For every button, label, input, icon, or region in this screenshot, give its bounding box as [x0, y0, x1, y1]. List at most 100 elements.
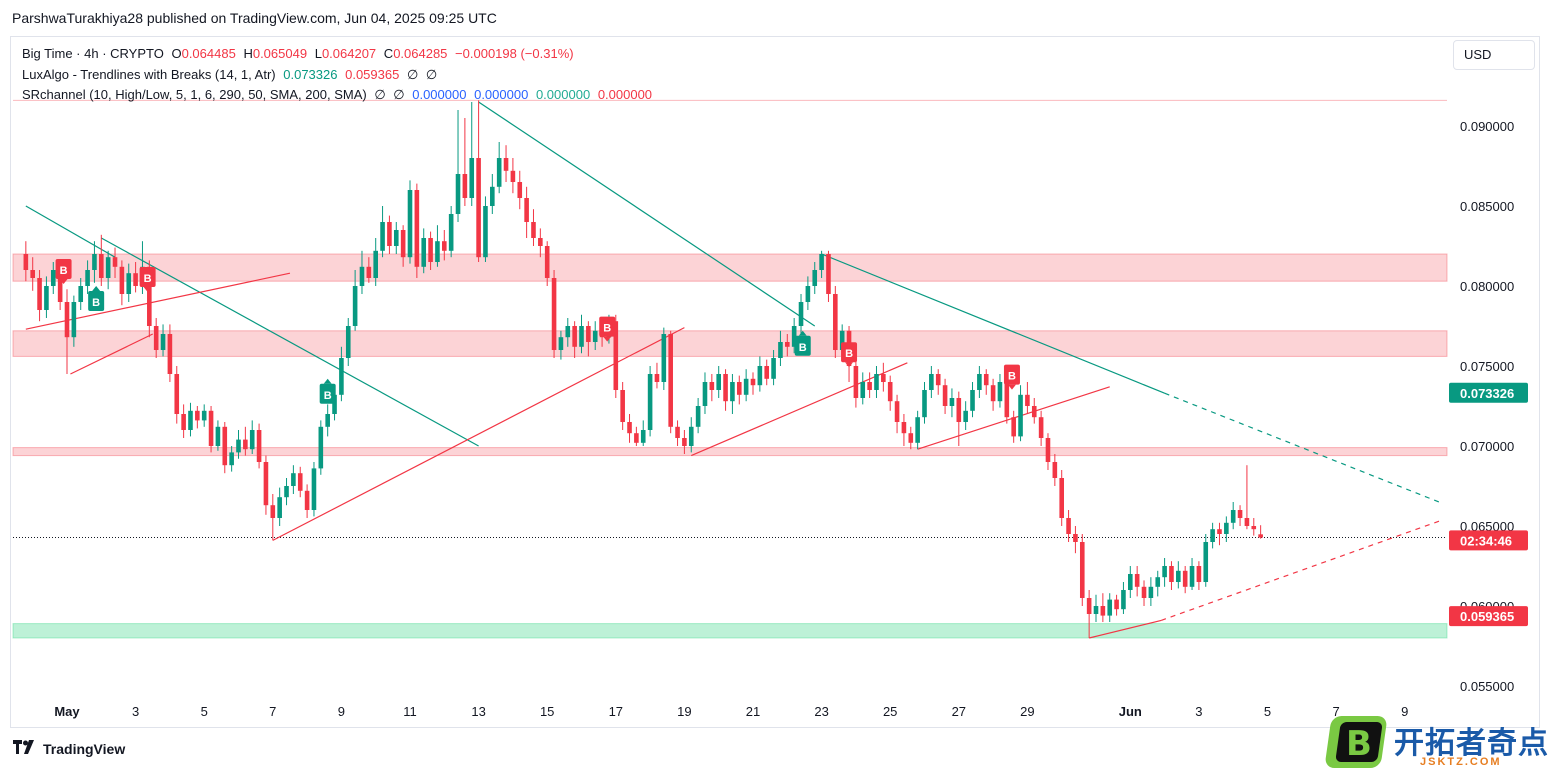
- candle: [462, 118, 468, 206]
- candle: [579, 314, 584, 354]
- candle: [153, 318, 159, 358]
- candle-body: [215, 426, 221, 446]
- candle-body: [291, 473, 296, 486]
- candle: [476, 100, 481, 262]
- candle-body: [448, 214, 454, 251]
- candle-body: [1093, 606, 1099, 614]
- candle-body: [325, 414, 330, 427]
- currency-button[interactable]: USD: [1453, 40, 1535, 70]
- candle-body: [517, 182, 523, 198]
- candle: [92, 241, 97, 283]
- candle-body: [442, 241, 447, 251]
- candle-body: [1121, 590, 1126, 610]
- candle: [668, 330, 673, 434]
- candle-body: [538, 238, 543, 246]
- y-tick-label: 0.085000: [1460, 199, 1514, 214]
- signal-text: B: [1008, 371, 1016, 383]
- candle-body: [188, 410, 193, 430]
- candle-body: [1148, 586, 1154, 598]
- candle: [517, 170, 523, 210]
- candle: [620, 382, 625, 430]
- indicator-name[interactable]: SRchannel (10, High/Low, 5, 1, 6, 290, 5…: [22, 87, 367, 102]
- x-tick-label: 15: [540, 704, 554, 719]
- candle-body: [970, 390, 975, 411]
- bullish-break-label: B: [319, 378, 336, 404]
- green-sr-zone: [12, 623, 1448, 639]
- signal-text: B: [603, 323, 611, 335]
- candle: [675, 420, 680, 446]
- indicator-value: 0.059365: [345, 66, 400, 82]
- candle: [1079, 534, 1085, 606]
- signal-text: B: [845, 348, 853, 360]
- candle-body: [133, 273, 138, 286]
- candles: [23, 100, 1263, 638]
- candle: [1237, 505, 1243, 526]
- candle-body: [551, 278, 557, 350]
- candle: [627, 414, 632, 443]
- indicator-name[interactable]: LuxAlgo - Trendlines with Breaks (14, 1,…: [22, 66, 276, 82]
- candle-body: [613, 321, 619, 390]
- candle-body: [304, 490, 310, 510]
- candle-body: [476, 158, 481, 258]
- x-tick-label: 5: [1264, 704, 1271, 719]
- candle-body: [496, 158, 502, 187]
- candle: [1203, 534, 1209, 587]
- candle: [1025, 382, 1030, 414]
- legend-symbol-row[interactable]: Big Time · 4h · CRYPTO O0.064485 H0.0650…: [22, 44, 656, 65]
- candle: [1114, 594, 1119, 616]
- low-value: 0.064207: [321, 46, 377, 61]
- indicator-value: 0.000000: [474, 87, 529, 102]
- legend-indicator-srchannel[interactable]: SRchannel (10, High/Low, 5, 1, 6, 290, 5…: [22, 85, 656, 106]
- candle-body: [1155, 577, 1161, 587]
- x-tick-label: 3: [132, 704, 139, 719]
- legend-indicator-luxalgo[interactable]: LuxAlgo - Trendlines with Breaks (14, 1,…: [22, 65, 656, 86]
- x-tick-label: 19: [677, 704, 691, 719]
- candle-body: [1182, 570, 1188, 587]
- candle: [167, 324, 173, 382]
- signal-pointer: [603, 336, 612, 342]
- red-trendline: [70, 333, 154, 375]
- candle: [71, 295, 77, 347]
- signal-badge: [841, 342, 858, 363]
- indicator-value: 0.000000: [597, 87, 653, 102]
- candle: [339, 346, 344, 402]
- candle: [833, 286, 838, 358]
- candle: [572, 321, 577, 358]
- candle: [798, 294, 804, 334]
- candle-body: [853, 366, 859, 398]
- candle: [270, 494, 276, 541]
- candle-body: [716, 374, 721, 390]
- axis-price-label-text: 02:34:46: [1460, 533, 1512, 548]
- candle: [380, 206, 385, 258]
- candle: [929, 366, 934, 398]
- candle-body: [332, 394, 337, 414]
- signal-text: B: [92, 297, 100, 309]
- candle: [860, 372, 866, 405]
- candle-body: [510, 170, 516, 182]
- signal-text: B: [324, 390, 332, 402]
- tradingview-logo[interactable]: TradingView: [13, 740, 125, 757]
- candle: [510, 158, 516, 194]
- bearish-break-label: B: [841, 342, 858, 368]
- candle-body: [92, 254, 97, 270]
- candle: [297, 466, 303, 498]
- candle-body: [297, 473, 303, 491]
- candle: [1107, 593, 1113, 622]
- candle-body: [1189, 566, 1195, 587]
- candle: [243, 426, 248, 456]
- indicator-value: ∅: [406, 66, 419, 82]
- candle-body: [640, 430, 646, 443]
- candle: [1244, 465, 1250, 530]
- signal-pointer: [798, 330, 807, 336]
- candle-body: [387, 222, 392, 246]
- candle-body: [1203, 542, 1209, 582]
- candle-body: [243, 439, 248, 450]
- candle-body: [1224, 522, 1229, 534]
- candle-body: [112, 257, 118, 267]
- symbol-name[interactable]: Big Time · 4h · CRYPTO: [22, 46, 164, 61]
- candle-body: [153, 326, 159, 350]
- candle-body: [1025, 394, 1030, 406]
- candle-body: [723, 374, 728, 402]
- candle: [1217, 522, 1222, 546]
